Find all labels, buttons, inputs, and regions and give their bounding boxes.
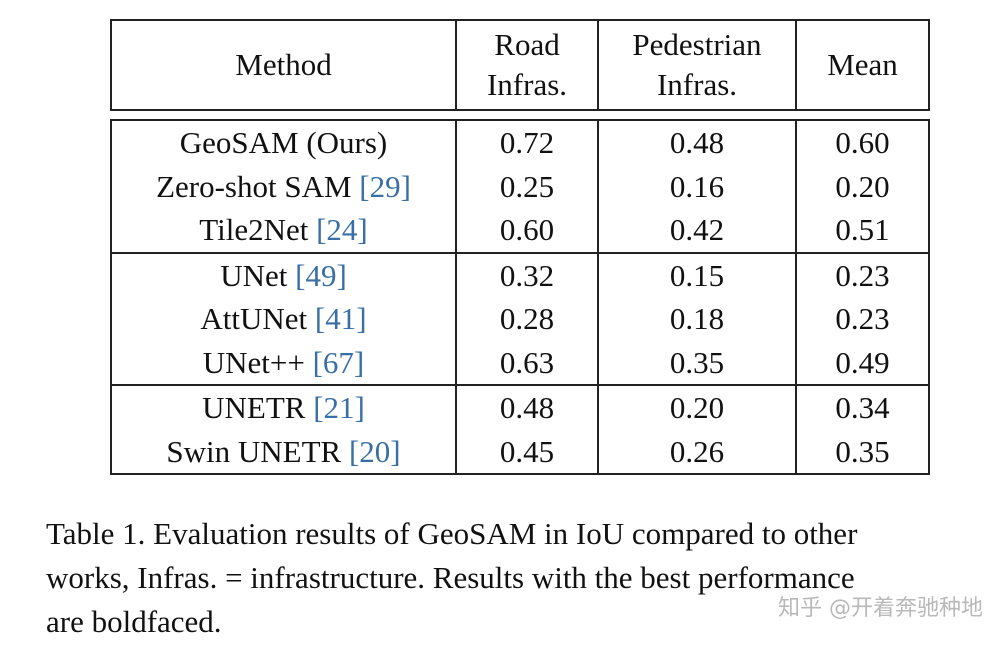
results-table: Method Road Infras. Pedestrian Infras. M… [110, 19, 930, 475]
caption-line-2: works, Infras. = infrastructure. Results… [46, 560, 855, 595]
cell-method: UNet [49] [110, 251, 457, 297]
table-row: UNETR [21] 0.48 0.20 0.34 [110, 384, 930, 430]
cell-method: Tile2Net [24] [110, 208, 457, 253]
cell-pedestrian-iou: 0.35 [597, 340, 797, 385]
cell-method: Swin UNETR [20] [110, 429, 457, 475]
table-row: AttUNet [41] 0.28 0.18 0.23 [110, 297, 930, 341]
cell-mean-iou: 0.23 [795, 251, 930, 297]
header-method: Method [110, 19, 457, 111]
table-row: UNet++ [67] 0.63 0.35 0.49 [110, 340, 930, 385]
method-name: AttUNet [200, 301, 315, 336]
caption-line-3: are boldfaced. [46, 604, 222, 639]
header-road-infras: Road Infras. [455, 19, 599, 111]
citation-link[interactable]: [67] [312, 344, 365, 380]
citation-link[interactable]: [29] [359, 168, 411, 204]
table-group-transformer: UNETR [21] 0.48 0.20 0.34 Swin UNETR [20] 0.4… [110, 384, 930, 475]
method-name: Swin UNETR [166, 433, 349, 469]
citation-link[interactable]: [20] [348, 433, 401, 469]
header-mean: Mean [795, 19, 930, 111]
method-name: UNet [220, 257, 296, 293]
cell-road-iou: 0.25 [455, 164, 599, 208]
cell-road-iou: 0.63 [455, 340, 599, 385]
table-row: UNet [49] 0.32 0.15 0.23 [110, 251, 930, 297]
citation-link[interactable]: [41] [314, 301, 367, 336]
header-gap [111, 110, 929, 120]
cell-mean-iou: 0.34 [795, 384, 930, 430]
citation-link[interactable]: [49] [295, 257, 347, 293]
cell-pedestrian-iou: 0.18 [597, 297, 797, 341]
table-row: Zero-shot SAM [29] 0.25 0.16 0.20 [110, 164, 930, 208]
header-road-line2: Infras. [486, 67, 568, 102]
citation-link[interactable]: [21] [313, 390, 365, 425]
table-header: Method Road Infras. Pedestrian Infras. M… [110, 19, 930, 111]
method-name: UNETR [202, 390, 314, 425]
cell-method: UNet++ [67] [110, 340, 457, 385]
cell-road-iou: 0.72 [455, 119, 599, 165]
table-group-ours: GeoSAM (Ours) 0.72 0.48 0.60 Zero-shot SAM [… [110, 119, 930, 253]
table-caption: Table 1. Evaluation results of GeoSAM in… [46, 512, 996, 644]
cell-pedestrian-iou: 0.26 [597, 429, 797, 475]
cell-method: GeoSAM (Ours) [110, 119, 457, 165]
cell-pedestrian-iou: 0.15 [597, 251, 797, 297]
header-pedestrian-infras: Pedestrian Infras. [597, 19, 797, 111]
method-name: Tile2Net [199, 212, 317, 247]
citation-link[interactable]: [24] [316, 212, 368, 247]
table-row: Tile2Net [24] 0.60 0.42 0.51 [110, 208, 930, 253]
cell-pedestrian-iou: 0.16 [597, 164, 797, 208]
table-row: Swin UNETR [20] 0.45 0.26 0.35 [110, 429, 930, 475]
cell-road-iou: 0.60 [455, 208, 599, 253]
caption-line-1: Table 1. Evaluation results of GeoSAM in… [46, 516, 858, 551]
cell-method: AttUNet [41] [110, 297, 457, 341]
table-group-cnn: UNet [49] 0.32 0.15 0.23 AttUNet [41] 0.28 0.1… [110, 251, 930, 385]
results-table-container: Method Road Infras. Pedestrian Infras. M… [110, 19, 930, 475]
header-ped-line1: Pedestrian [632, 27, 762, 62]
cell-road-iou: 0.28 [455, 297, 599, 341]
cell-mean-iou: 0.23 [795, 297, 930, 341]
watermark-text: 知乎 @开着奔驰种地 [778, 596, 983, 621]
cell-method: UNETR [21] [110, 384, 457, 430]
header-ped-line2: Infras. [656, 67, 738, 102]
cell-method: Zero-shot SAM [29] [110, 164, 457, 208]
cell-mean-iou: 0.51 [795, 208, 930, 253]
table-row: GeoSAM (Ours) 0.72 0.48 0.60 [110, 119, 930, 165]
cell-road-iou: 0.45 [455, 429, 599, 475]
cell-mean-iou: 0.20 [795, 164, 930, 208]
method-name: Zero-shot SAM [156, 168, 360, 204]
cell-mean-iou: 0.35 [795, 429, 930, 475]
cell-mean-iou: 0.60 [795, 119, 930, 165]
method-name: UNet++ [202, 344, 313, 380]
cell-pedestrian-iou: 0.48 [597, 119, 797, 165]
header-road-line1: Road [494, 27, 560, 62]
cell-road-iou: 0.48 [455, 384, 599, 430]
method-name: GeoSAM (Ours) [179, 125, 388, 160]
cell-road-iou: 0.32 [455, 251, 599, 297]
cell-pedestrian-iou: 0.20 [597, 384, 797, 430]
cell-pedestrian-iou: 0.42 [597, 208, 797, 253]
cell-mean-iou: 0.49 [795, 340, 930, 385]
